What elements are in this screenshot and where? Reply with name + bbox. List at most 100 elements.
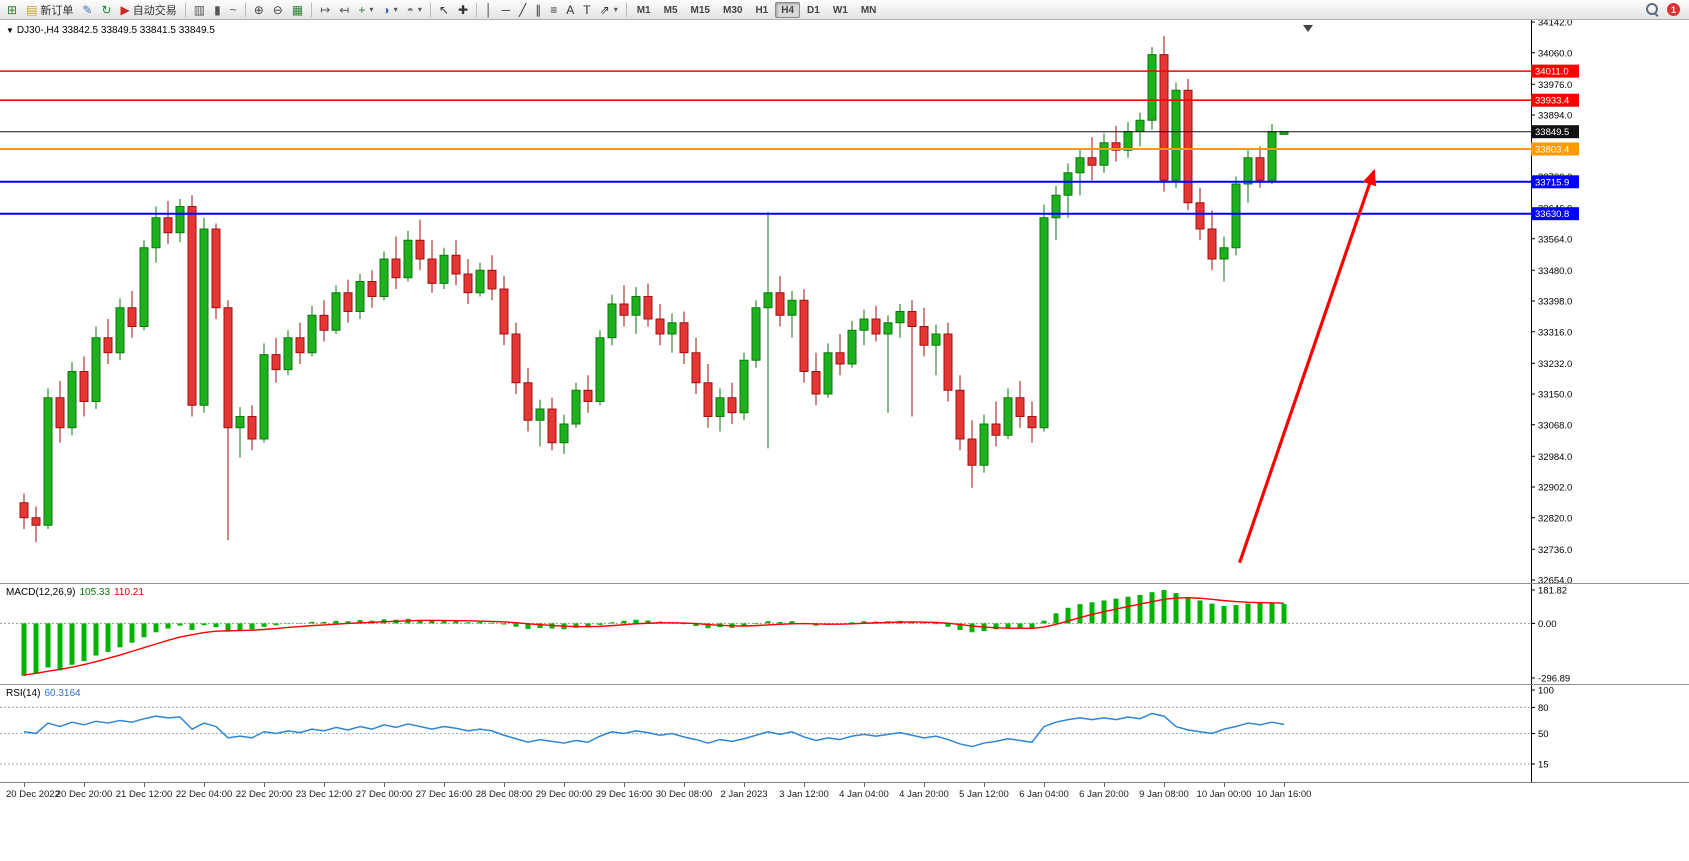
rsi-panel: 100 80 50 15 RSI(14) 60.3164 bbox=[0, 684, 1689, 782]
time-label: 4 Jan 04:00 bbox=[839, 789, 889, 800]
time-scale-tick bbox=[144, 783, 145, 787]
time-scale-tick bbox=[1224, 783, 1225, 787]
time-scale-tick bbox=[984, 783, 985, 787]
chart-style-icon: ✎ bbox=[82, 2, 93, 17]
new-order-button[interactable]: ▤ 新订单 bbox=[22, 1, 77, 18]
macd-scale-label: 0.00 bbox=[1538, 619, 1557, 630]
time-scale-tick bbox=[1164, 783, 1165, 787]
rsi-canvas[interactable]: 100 80 50 15 bbox=[0, 685, 1689, 782]
time-scale-tick bbox=[84, 783, 85, 787]
toolbar-separator bbox=[311, 2, 313, 17]
crosshair-button[interactable]: ✚ bbox=[454, 1, 472, 18]
horizontal-line-button[interactable]: ─ bbox=[498, 1, 515, 18]
rsi-scale-label: 80 bbox=[1538, 703, 1549, 714]
price-scale-label: 33150.0 bbox=[1538, 390, 1572, 401]
horizontal-line-icon: ─ bbox=[501, 2, 511, 17]
trendline-button[interactable]: ╱ bbox=[515, 1, 530, 18]
time-label: 10 Jan 16:00 bbox=[1256, 789, 1312, 800]
timeframe-mn-button[interactable]: MN bbox=[860, 4, 877, 16]
profiles-button[interactable]: ◑ ▾ bbox=[378, 1, 401, 18]
timeframe-m1-button[interactable]: M1 bbox=[636, 4, 651, 16]
line-view-button[interactable]: ~ bbox=[226, 1, 241, 18]
macd-canvas[interactable]: 181.82 0.00 -296.89 bbox=[0, 584, 1689, 684]
cursor-button[interactable]: ↖ bbox=[435, 1, 453, 18]
notification-badge[interactable]: 1 bbox=[1667, 3, 1680, 16]
chart-style-button[interactable]: ✎ bbox=[78, 1, 96, 18]
time-scale-tick bbox=[324, 783, 325, 787]
price-chart-panel: 34142.034060.033976.033894.033812.033730… bbox=[0, 20, 1689, 583]
price-scale-label: 33976.0 bbox=[1538, 80, 1572, 91]
time-scale-tick bbox=[384, 783, 385, 787]
candles-view-button[interactable]: ▮ bbox=[210, 1, 225, 18]
time-scale-tick bbox=[264, 783, 265, 787]
arrows-tool-button[interactable]: ⇗ ▾ bbox=[596, 1, 622, 18]
toolbar-separator bbox=[625, 2, 627, 17]
time-label: 29 Dec 00:00 bbox=[535, 789, 593, 800]
dropdown-arrow-icon[interactable]: ▾ bbox=[613, 5, 618, 14]
vertical-line-button[interactable]: │ bbox=[481, 1, 497, 18]
time-label: 6 Jan 20:00 bbox=[1079, 789, 1129, 800]
price-scale-label: 33480.0 bbox=[1538, 266, 1572, 277]
channel-button[interactable]: ∥ bbox=[531, 1, 545, 18]
time-label: 10 Jan 00:00 bbox=[1196, 789, 1252, 800]
timeframe-w1-button[interactable]: W1 bbox=[832, 4, 848, 16]
fibonacci-button[interactable]: ≡ bbox=[546, 1, 561, 18]
auto-scroll-button[interactable]: ↦ bbox=[316, 1, 334, 18]
zoom-out-icon: ⊖ bbox=[272, 2, 283, 17]
timeframe-h4-button[interactable]: H4 bbox=[775, 1, 801, 18]
timeframe-h1-button[interactable]: H1 bbox=[755, 4, 769, 16]
vertical-line-icon: │ bbox=[485, 2, 493, 17]
price-chart-canvas[interactable]: 34142.034060.033976.033894.033812.033730… bbox=[0, 20, 1689, 583]
time-axis[interactable]: 20 Dec 2022 20 Dec 20:00 21 Dec 12:00 22 De… bbox=[0, 782, 1689, 805]
annotation-arrow[interactable] bbox=[1238, 168, 1377, 564]
price-tag-label: 33849.5 bbox=[1535, 127, 1569, 138]
time-scale-tick bbox=[1104, 783, 1105, 787]
timeframe-m30-button[interactable]: M30 bbox=[722, 4, 743, 16]
zoom-in-icon: ⊕ bbox=[253, 2, 264, 17]
bars-view-button[interactable]: ▥ bbox=[190, 1, 209, 18]
zoom-in-button[interactable]: ⊕ bbox=[250, 1, 268, 18]
text-label-icon: T bbox=[583, 2, 591, 17]
dropdown-arrow-icon[interactable]: ▾ bbox=[417, 5, 422, 14]
price-tag-label: 34011.0 bbox=[1535, 67, 1569, 78]
crosshair-icon: ✚ bbox=[457, 2, 469, 17]
price-scale-label: 33316.0 bbox=[1538, 327, 1572, 338]
timeframe-m5-button[interactable]: M5 bbox=[663, 4, 678, 16]
arrows-tool-icon: ⇗ bbox=[599, 2, 610, 17]
refresh-button[interactable]: ↻ bbox=[97, 1, 115, 18]
rsi-line bbox=[23, 712, 1285, 748]
chart-shift-marker[interactable] bbox=[1303, 25, 1313, 32]
rsi-scale-label: 100 bbox=[1538, 686, 1554, 697]
indicators-menu-button[interactable]: + ▾ bbox=[354, 1, 377, 18]
time-label: 22 Dec 04:00 bbox=[175, 789, 233, 800]
new-order-icon: ▤ bbox=[26, 2, 38, 17]
time-label: 9 Jan 08:00 bbox=[1139, 789, 1189, 800]
autotrading-button[interactable]: ▶ 自动交易 bbox=[117, 1, 181, 18]
dropdown-arrow-icon[interactable]: ▾ bbox=[393, 5, 398, 14]
time-label: 23 Dec 12:00 bbox=[295, 789, 353, 800]
price-scale-label: 32736.0 bbox=[1538, 545, 1572, 556]
candles-view-icon: ▮ bbox=[214, 2, 221, 17]
toolbar-separator bbox=[476, 2, 478, 17]
chart-context-arrow-icon[interactable]: ▼ bbox=[6, 26, 14, 35]
timeframe-m15-button[interactable]: M15 bbox=[690, 4, 710, 16]
timeframe-d1-button[interactable]: D1 bbox=[807, 4, 820, 16]
price-tag-33715.9 bbox=[1531, 175, 1579, 189]
text-label-button[interactable]: T bbox=[579, 1, 594, 18]
price-tag-label: 33630.8 bbox=[1535, 209, 1569, 220]
chart-shift-button[interactable]: ↤ bbox=[335, 1, 353, 18]
search-icon[interactable] bbox=[1646, 3, 1659, 16]
time-scale-tick bbox=[684, 783, 685, 787]
price-tag-33849.5 bbox=[1531, 125, 1579, 139]
tile-windows-button[interactable]: ▦ bbox=[288, 1, 307, 18]
fibonacci-icon: ≡ bbox=[550, 2, 558, 17]
dropdown-arrow-icon[interactable]: ▾ bbox=[369, 5, 374, 14]
new-chart-button[interactable]: ⊞ bbox=[3, 1, 21, 18]
zoom-out-button[interactable]: ⊖ bbox=[269, 1, 287, 18]
text-button[interactable]: A bbox=[562, 1, 578, 18]
time-label: 30 Dec 08:00 bbox=[655, 789, 713, 800]
periods-menu-button[interactable]: ◓ ▾ bbox=[403, 1, 426, 18]
time-scale-tick bbox=[804, 783, 805, 787]
price-tag-33803.4 bbox=[1531, 142, 1579, 156]
